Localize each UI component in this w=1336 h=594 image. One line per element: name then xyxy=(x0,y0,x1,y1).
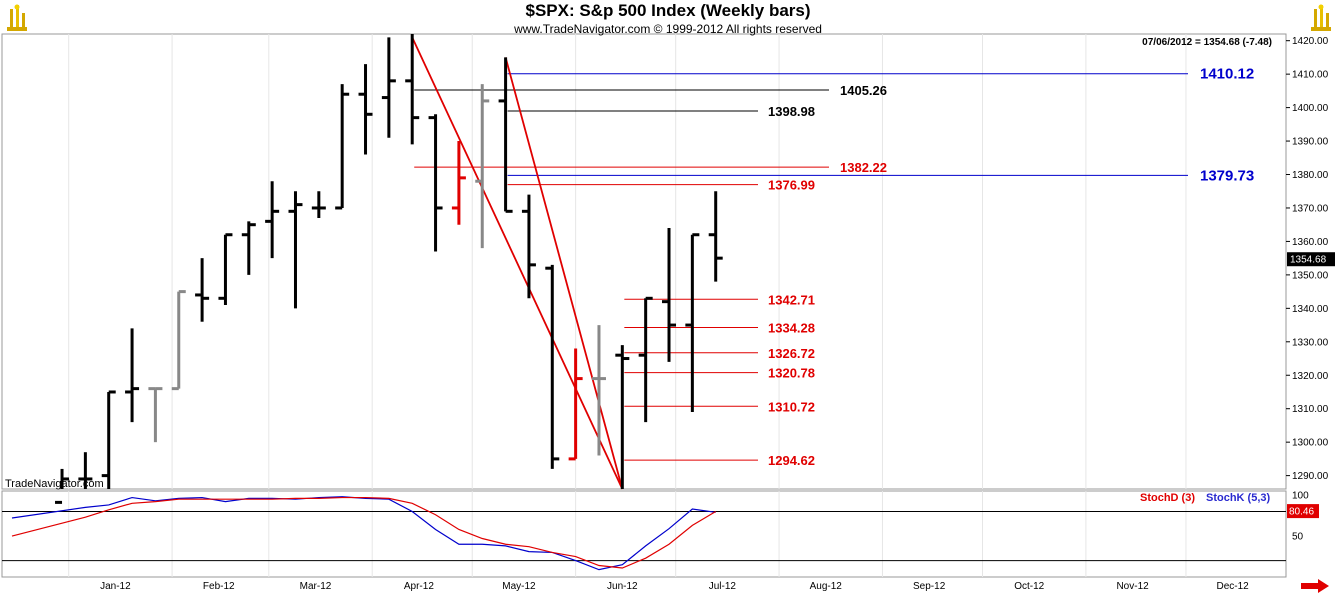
ohlc-bar xyxy=(498,57,513,213)
stochd-legend: StochD (3) xyxy=(1140,492,1195,504)
ohlc-bar xyxy=(381,37,396,138)
ohlc-bar xyxy=(218,233,233,305)
ohlc-bar xyxy=(662,228,677,362)
x-tick-label: Sep-12 xyxy=(913,581,946,592)
level-label: 1326.72 xyxy=(768,346,815,361)
ohlc-bar xyxy=(171,290,186,391)
y-tick-label: 1400.00 xyxy=(1292,103,1329,114)
ohlc-bar xyxy=(288,191,303,309)
ohlc-bar xyxy=(311,191,326,219)
trendline xyxy=(504,57,624,490)
ohlc-bar xyxy=(195,258,210,322)
ohlc-bar xyxy=(405,34,420,145)
x-tick-label: Nov-12 xyxy=(1116,581,1149,592)
level-label: 1376.99 xyxy=(768,178,815,193)
stoch-last-label: 80.46 xyxy=(1289,507,1314,518)
y-tick-label: 1340.00 xyxy=(1292,304,1329,315)
ohlc-bar xyxy=(685,233,700,413)
ohlc-bar xyxy=(521,194,536,299)
price-panel xyxy=(1,33,1287,490)
tradenavigator-logo-right-icon xyxy=(1311,4,1331,31)
date-axis: Jan-12 Feb-12 Mar-12 Apr-12 May-12 Jun-12 Jul-… xyxy=(100,581,1249,592)
ohlc-bar xyxy=(55,468,70,504)
level-label: 1405.26 xyxy=(840,83,887,98)
stochk-line xyxy=(11,496,716,571)
stochastic-panel: 100 50 80.46 xyxy=(2,491,1319,571)
ohlc-bar xyxy=(101,390,116,489)
y-tick-label: 1290.00 xyxy=(1292,471,1329,482)
y-tick-label: 1410.00 xyxy=(1292,70,1329,81)
x-tick-label: Apr-12 xyxy=(404,581,434,592)
ohlc-bar xyxy=(241,221,256,275)
price-bars xyxy=(55,34,723,504)
x-tick-label: Feb-12 xyxy=(203,581,235,592)
ohlc-bar xyxy=(428,114,443,252)
y-tick-label: 1320.00 xyxy=(1292,371,1329,382)
ohlc-bar xyxy=(591,325,606,456)
level-label: 1320.78 xyxy=(768,366,815,381)
last-quote: 07/06/2012 = 1354.68 (-7.48) xyxy=(1142,37,1272,48)
last-price-label: 1354.68 xyxy=(1290,255,1327,266)
y-tick-label: 1300.00 xyxy=(1292,438,1329,449)
ohlc-bar xyxy=(638,296,653,423)
price-levels: 1410.12 1405.26 1398.98 1382.22 1379.73 1376.… xyxy=(414,66,1254,468)
watermark: TradeNavigator.com xyxy=(5,478,104,490)
y-tick-label: 1310.00 xyxy=(1292,404,1329,415)
level-label: 1334.28 xyxy=(768,320,815,335)
ohlc-bar xyxy=(615,345,630,489)
level-label: 1342.71 xyxy=(768,292,815,307)
x-tick-label: Jul-12 xyxy=(709,581,737,592)
x-tick-label: Oct-12 xyxy=(1014,581,1044,592)
tradenavigator-logo-icon xyxy=(7,4,27,31)
ohlc-bar xyxy=(265,181,280,259)
ohlc-bar xyxy=(545,264,560,469)
x-tick-label: Aug-12 xyxy=(810,581,843,592)
level-label: 1310.72 xyxy=(768,399,815,414)
y-tick-label: 1360.00 xyxy=(1292,237,1329,248)
trendlines xyxy=(411,36,624,490)
x-tick-label: Mar-12 xyxy=(300,581,332,592)
level-label: 1410.12 xyxy=(1200,66,1254,83)
chart-subtitle: www.TradeNavigator.com © 1999-2012 All r… xyxy=(514,22,822,36)
x-tick-label: Dec-12 xyxy=(1217,581,1250,592)
ohlc-bar xyxy=(708,191,723,282)
y-tick-label: 1390.00 xyxy=(1292,137,1329,148)
ohlc-bar xyxy=(568,348,583,461)
ohlc-bar xyxy=(451,141,466,225)
grid-lines xyxy=(68,34,1187,577)
x-tick-label: Jan-12 xyxy=(100,581,131,592)
ohlc-bar xyxy=(78,452,93,489)
ohlc-bar xyxy=(335,84,350,210)
level-label: 1294.62 xyxy=(768,453,815,468)
y-tick-label: 1420.00 xyxy=(1292,36,1329,47)
chart-title: $SPX: S&p 500 Index (Weekly bars) xyxy=(525,1,811,20)
price-axis: 1420.00 1410.00 1400.00 1390.00 1380.00 1370.… xyxy=(1286,36,1335,482)
stoch-last-box xyxy=(1287,504,1319,519)
stochk-legend: StochK (5,3) xyxy=(1206,492,1271,504)
stoch-y-tick-label: 50 xyxy=(1292,532,1304,543)
stoch-panel xyxy=(1,490,1287,578)
level-label: 1398.98 xyxy=(768,104,815,119)
y-tick-label: 1350.00 xyxy=(1292,270,1329,281)
x-tick-label: Jun-12 xyxy=(607,581,638,592)
level-label: 1379.73 xyxy=(1200,167,1254,184)
y-tick-label: 1380.00 xyxy=(1292,170,1329,181)
level-label: 1382.22 xyxy=(840,160,887,175)
stoch-y-tick-label: 100 xyxy=(1292,491,1309,502)
ohlc-bar xyxy=(358,64,373,155)
y-tick-label: 1330.00 xyxy=(1292,337,1329,348)
stochd-line xyxy=(11,496,717,569)
trendline xyxy=(411,36,624,490)
ohlc-bar xyxy=(475,84,490,249)
ohlc-bar xyxy=(125,328,140,423)
y-tick-label: 1370.00 xyxy=(1292,203,1329,214)
scroll-right-arrow-icon[interactable] xyxy=(1300,579,1330,593)
x-tick-label: May-12 xyxy=(502,581,536,592)
ohlc-bar xyxy=(148,387,163,443)
chart-frame xyxy=(1,33,1287,578)
last-price-box xyxy=(1287,252,1335,267)
